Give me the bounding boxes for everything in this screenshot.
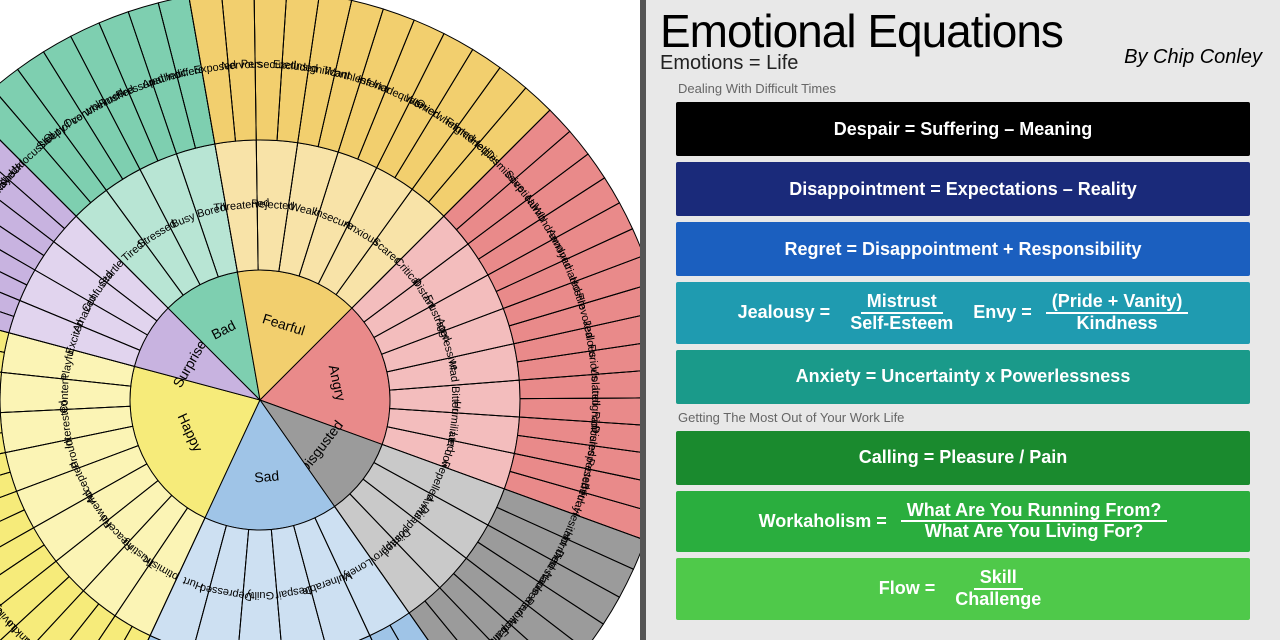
equation-text: Envy =	[973, 302, 1032, 323]
equation-row: Regret = Disappointment + Responsibility	[676, 222, 1250, 276]
section-heading: Dealing With Difficult Times	[678, 81, 1266, 96]
section-heading: Getting The Most Out of Your Work Life	[678, 410, 1266, 425]
equation-row: Flow = SkillChallenge	[676, 558, 1250, 620]
wheel-label: Bitter	[449, 386, 461, 412]
wheel-label: Guilty	[245, 589, 274, 601]
equation-row: Despair = Suffering – Meaning	[676, 102, 1250, 156]
equation-text: Regret = Disappointment + Responsibility	[784, 239, 1141, 260]
equation-fraction: What Are You Running From?What Are You L…	[901, 501, 1168, 543]
equation-text: Disappointment = Expectations – Reality	[789, 179, 1137, 200]
wheel-core-label: Sad	[254, 467, 280, 485]
equation-text: Despair = Suffering – Meaning	[834, 119, 1093, 140]
equation-row: Workaholism = What Are You Running From?W…	[676, 491, 1250, 553]
equation-fraction: (Pride + Vanity)Kindness	[1046, 292, 1189, 334]
equation-text: Workaholism =	[759, 511, 887, 532]
emotion-wheel: HappyPlayfulContentInterestedProudAccept…	[0, 0, 640, 640]
equations-panel: Emotional Equations Emotions = Life By C…	[640, 0, 1280, 640]
equation-row: Jealousy = MistrustSelf-Esteem Envy = (Prid…	[676, 282, 1250, 344]
equations-list: Dealing With Difficult Times Despair = Su…	[660, 81, 1266, 620]
equation-row: Calling = Pleasure / Pain	[676, 431, 1250, 485]
equation-text: Anxiety = Uncertainty x Powerlessness	[796, 366, 1131, 387]
equation-text: Jealousy =	[738, 302, 831, 323]
stage: HappyPlayfulContentInterestedProudAccept…	[0, 0, 1280, 640]
equation-fraction: SkillChallenge	[949, 568, 1047, 610]
equation-row: Disappointment = Expectations – Reality	[676, 162, 1250, 216]
equation-row: Anxiety = Uncertainty x Powerlessness	[676, 350, 1250, 404]
equation-fraction: MistrustSelf-Esteem	[844, 292, 959, 334]
equation-text: Calling = Pleasure / Pain	[859, 447, 1068, 468]
panel-byline: By Chip Conley	[1124, 46, 1262, 69]
equation-text: Flow =	[879, 578, 936, 599]
